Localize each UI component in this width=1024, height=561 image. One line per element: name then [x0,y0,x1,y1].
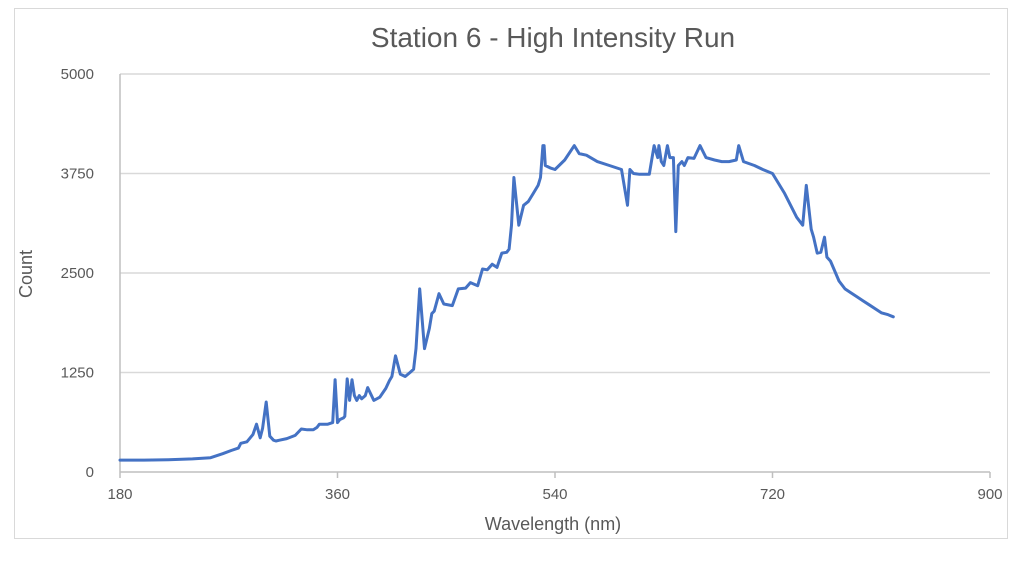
y-tick-label-5000: 5000 [61,66,94,83]
y-tick-label-2500: 2500 [61,265,94,282]
y-tick-labels: 0 1250 2500 3750 5000 [61,66,94,481]
series-layer [118,144,895,462]
axes [119,74,991,478]
grid-lines [120,73,990,374]
series-line-0 [118,144,895,462]
x-tick-label-720: 720 [760,486,785,503]
x-tick-label-180: 180 [107,486,132,503]
y-axis-label: Count [16,250,36,298]
y-tick-label-3750: 3750 [61,166,94,183]
x-axis-label: Wavelength (nm) [485,514,621,534]
x-tick-labels: 180 360 540 720 900 [107,486,1002,503]
y-tick-label-1250: 1250 [61,365,94,382]
x-tick-label-360: 360 [325,486,350,503]
x-tick-label-900: 900 [977,486,1002,503]
x-tick-label-540: 540 [542,486,567,503]
chart-title: Station 6 - High Intensity Run [371,22,735,53]
y-tick-label-0: 0 [86,464,94,481]
